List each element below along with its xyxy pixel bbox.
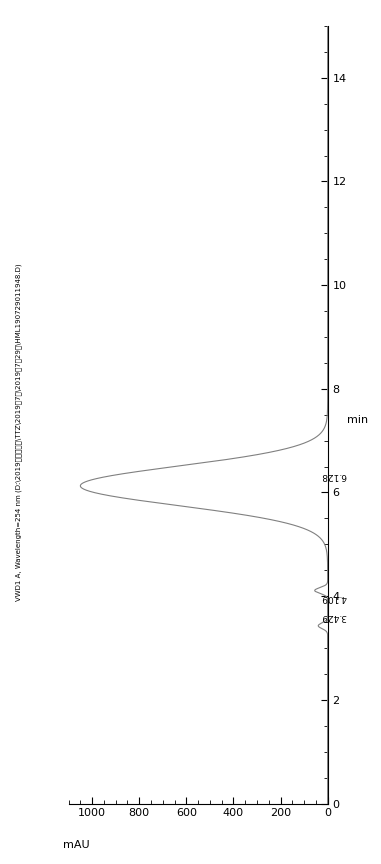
Text: 6.128: 6.128	[320, 471, 346, 480]
Text: 3.429: 3.429	[320, 612, 346, 620]
Text: 4.109: 4.109	[320, 593, 346, 602]
Text: mAU: mAU	[63, 840, 90, 850]
Text: VWD1 A, Wavelength=254 nm (D:\2019年检测数据\TTZ\2019年7月\2019年7月29日\HML190729011948.D: VWD1 A, Wavelength=254 nm (D:\2019年检测数据\…	[16, 264, 22, 600]
Y-axis label: min: min	[347, 415, 368, 425]
